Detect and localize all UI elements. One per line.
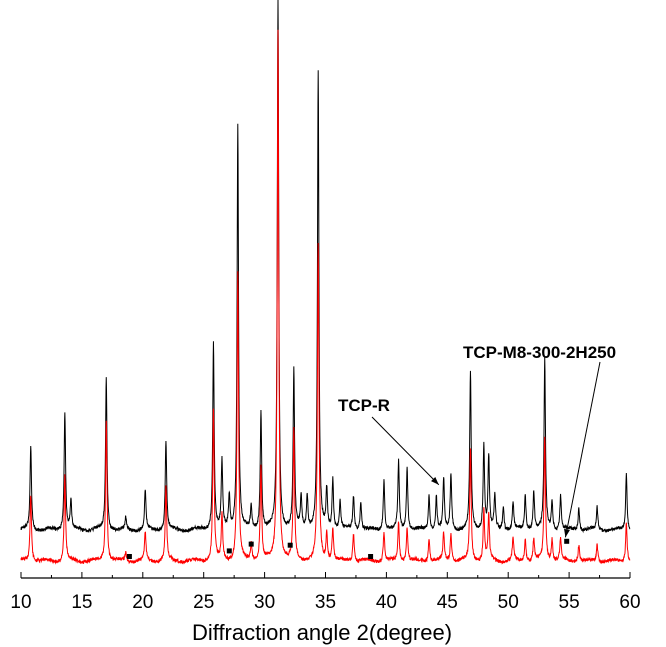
series-layer: [20, 0, 631, 565]
x-tick-label: 30: [254, 592, 275, 613]
x-tick-label: 35: [315, 592, 336, 613]
phase-marker: [248, 541, 254, 547]
x-tick-label: 55: [559, 592, 580, 613]
marker-layer: [126, 538, 570, 559]
x-tick-label: 25: [193, 592, 214, 613]
phase-marker: [368, 554, 374, 559]
x-tick-label: 20: [132, 592, 153, 613]
annotation-arrowhead: [431, 476, 439, 485]
annotation-arrowhead: [564, 528, 570, 538]
x-tick-label: 60: [619, 592, 640, 613]
series-line-black: [20, 0, 631, 534]
x-tick-label: 10: [10, 592, 31, 613]
x-tick-label: 15: [71, 592, 92, 613]
phase-marker: [126, 554, 132, 559]
x-tick-label: 45: [437, 592, 458, 613]
x-axis-ticks: 10 15 20 25 30 35 40 45 50 55 60: [10, 572, 641, 613]
x-tick-label: 50: [498, 592, 519, 613]
annotation-tcp-m8: TCP-M8-300-2H250: [463, 343, 616, 538]
phase-marker: [564, 538, 570, 544]
annotation-tcp-r: TCP-R: [338, 396, 440, 486]
phase-marker: [226, 548, 232, 554]
x-tick-label: 40: [376, 592, 397, 613]
phase-marker: [287, 542, 293, 548]
annotation-arrow: [371, 416, 440, 486]
annotation-arrow: [564, 361, 601, 538]
annotation-label: TCP-R: [338, 396, 390, 415]
annotation-label: TCP-M8-300-2H250: [463, 343, 616, 362]
series-line-red: [20, 29, 631, 565]
x-axis-title: Diffraction angle 2(degree): [192, 620, 452, 645]
